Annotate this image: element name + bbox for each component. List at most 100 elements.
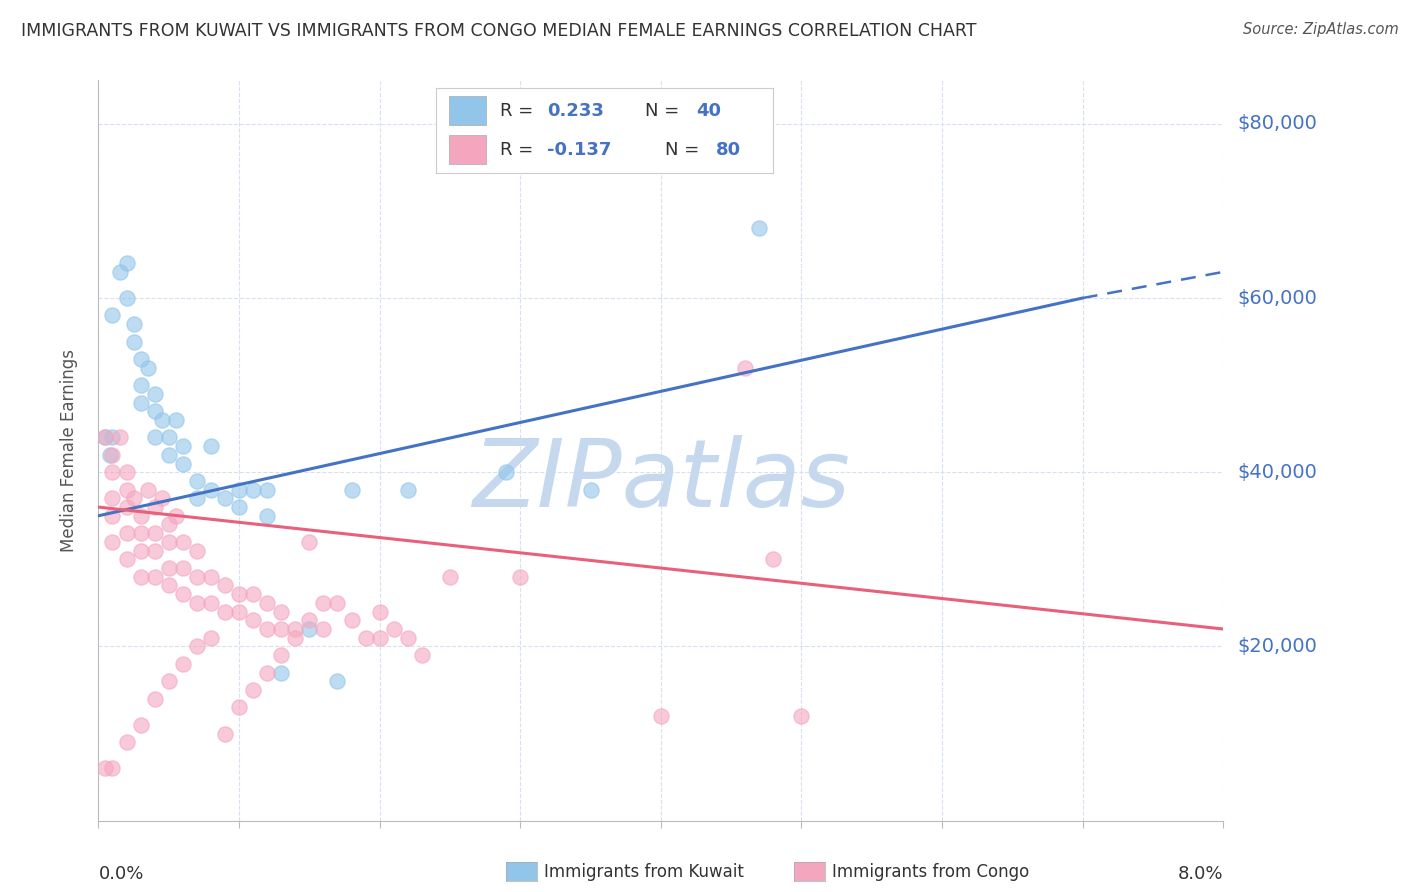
Text: 8.0%: 8.0% [1178, 865, 1223, 883]
Point [129, 543, 152, 558]
Point [150, 413, 173, 427]
Point [101, 465, 124, 479]
Point [101, 309, 124, 323]
Point [143, 387, 166, 401]
Point [115, 552, 138, 566]
Text: Immigrants from Kuwait: Immigrants from Kuwait [544, 863, 744, 881]
Point [143, 543, 166, 558]
Point [579, 483, 602, 497]
Point [94, 761, 117, 775]
Point [122, 317, 145, 331]
Text: $80,000: $80,000 [1237, 114, 1317, 133]
Point [122, 491, 145, 506]
Point [129, 378, 152, 392]
Point [129, 526, 152, 541]
Point [94, 430, 117, 444]
Point [129, 395, 152, 409]
Point [242, 613, 264, 627]
Point [129, 718, 152, 732]
Point [382, 622, 405, 636]
Point [228, 587, 250, 601]
Point [115, 256, 138, 270]
Point [115, 465, 138, 479]
Point [186, 596, 208, 610]
Point [200, 439, 222, 453]
Point [115, 291, 138, 305]
Point [143, 404, 166, 418]
Point [186, 570, 208, 584]
Y-axis label: Median Female Earnings: Median Female Earnings [59, 349, 77, 552]
Point [214, 578, 236, 592]
Point [122, 334, 145, 349]
Point [242, 683, 264, 698]
Point [228, 700, 250, 714]
Point [354, 631, 377, 645]
Point [165, 413, 187, 427]
Point [762, 552, 785, 566]
Point [186, 640, 208, 654]
Point [115, 735, 138, 749]
Point [340, 613, 363, 627]
Text: $60,000: $60,000 [1237, 288, 1317, 308]
Point [312, 596, 335, 610]
Point [172, 587, 194, 601]
Point [157, 448, 180, 462]
Point [734, 360, 756, 375]
Point [256, 622, 278, 636]
Point [172, 657, 194, 671]
Point [256, 483, 278, 497]
Point [368, 605, 391, 619]
Point [650, 709, 672, 723]
Point [298, 613, 321, 627]
Point [200, 631, 222, 645]
Point [157, 578, 180, 592]
Text: ZIPatlas: ZIPatlas [472, 434, 849, 525]
Text: Immigrants from Congo: Immigrants from Congo [832, 863, 1029, 881]
Point [242, 587, 264, 601]
Point [270, 665, 292, 680]
Point [790, 709, 813, 723]
Point [108, 265, 131, 279]
Point [157, 430, 180, 444]
Point [101, 761, 124, 775]
Point [136, 483, 159, 497]
Point [298, 622, 321, 636]
Point [115, 500, 138, 514]
Point [143, 570, 166, 584]
Point [115, 526, 138, 541]
Point [509, 570, 531, 584]
Point [242, 483, 264, 497]
Point [186, 491, 208, 506]
Point [200, 596, 222, 610]
Point [108, 430, 131, 444]
Point [228, 500, 250, 514]
Point [396, 631, 419, 645]
Point [101, 535, 124, 549]
Point [748, 221, 770, 235]
Point [326, 674, 349, 689]
Point [143, 430, 166, 444]
Point [172, 457, 194, 471]
Point [200, 483, 222, 497]
Point [298, 535, 321, 549]
Point [284, 631, 307, 645]
Point [136, 360, 159, 375]
Point [312, 622, 335, 636]
Point [98, 448, 121, 462]
Text: 0.0%: 0.0% [98, 865, 143, 883]
Point [439, 570, 461, 584]
Point [172, 561, 194, 575]
Point [214, 491, 236, 506]
Point [157, 674, 180, 689]
Point [411, 648, 433, 662]
Point [101, 491, 124, 506]
Point [270, 622, 292, 636]
Text: $40,000: $40,000 [1237, 463, 1317, 482]
Point [143, 500, 166, 514]
Point [143, 526, 166, 541]
Point [150, 491, 173, 506]
Point [228, 483, 250, 497]
Point [256, 596, 278, 610]
Point [101, 508, 124, 523]
Point [228, 605, 250, 619]
